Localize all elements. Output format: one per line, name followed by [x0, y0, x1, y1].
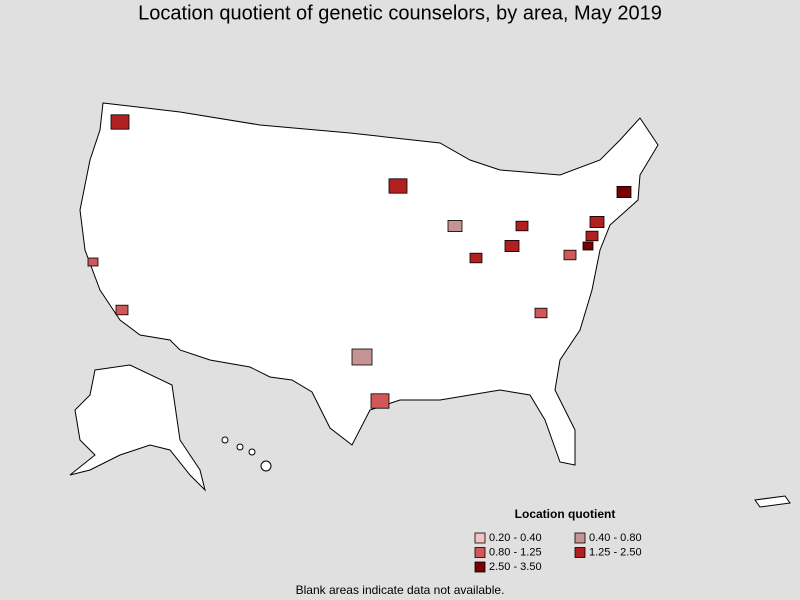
alaska	[69, 364, 206, 492]
area	[582, 241, 594, 251]
legend-title: Location quotient	[515, 507, 616, 521]
legend-label: 0.80 - 1.25	[489, 546, 542, 558]
footnote: Blank areas indicate data not available.	[296, 583, 505, 597]
area	[589, 215, 605, 228]
legend-swatch	[474, 561, 486, 573]
legend-swatch	[474, 532, 486, 544]
area	[388, 178, 408, 194]
area	[447, 219, 463, 232]
legend-label: 2.50 - 3.50	[489, 561, 542, 573]
area	[585, 230, 599, 242]
area	[351, 348, 373, 366]
area	[469, 252, 483, 264]
area	[515, 220, 529, 232]
area	[87, 257, 99, 267]
legend-swatch	[474, 547, 486, 558]
area	[115, 304, 129, 316]
area	[563, 249, 577, 261]
legend-swatch	[574, 547, 586, 558]
puerto-rico	[754, 495, 791, 508]
area	[616, 185, 632, 198]
hawaii	[221, 436, 272, 472]
legend-label: 0.20 - 0.40	[489, 532, 542, 544]
legend-swatch	[574, 532, 586, 544]
legend: Location quotient 0.20 - 0.40 0.40 - 0.80…	[474, 507, 642, 573]
area	[504, 239, 520, 252]
areas	[87, 114, 632, 409]
area	[534, 307, 548, 319]
map-title: Location quotient of genetic counselors,…	[138, 2, 662, 24]
area	[370, 393, 390, 409]
contiguous-us	[79, 102, 659, 466]
legend-label: 1.25 - 2.50	[589, 546, 642, 558]
legend-label: 0.40 - 0.80	[589, 532, 642, 544]
area	[110, 114, 130, 130]
map	[69, 102, 791, 508]
